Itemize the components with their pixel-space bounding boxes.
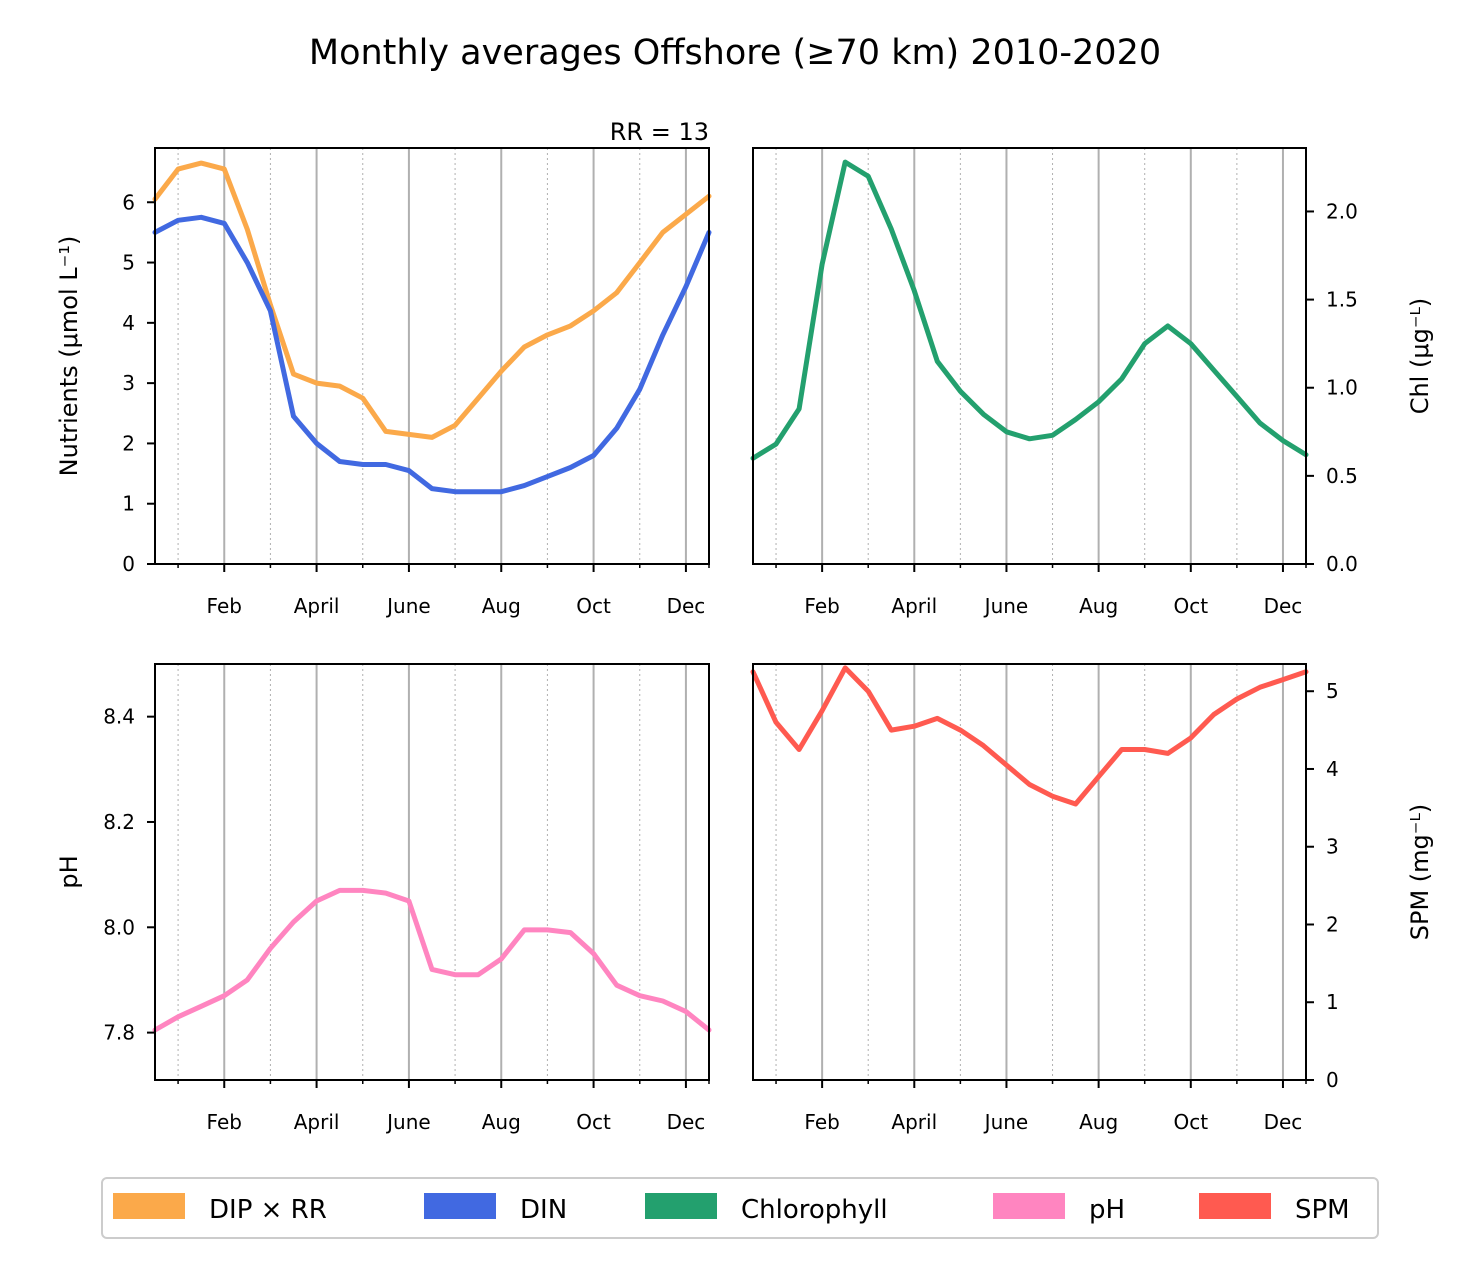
y-tick-label: 6 (122, 190, 135, 214)
legend-item: SPM (1199, 1193, 1350, 1225)
y-tick-label: 0 (1326, 1068, 1339, 1092)
legend-item: pH (993, 1193, 1125, 1225)
x-tick-label: Feb (804, 1110, 839, 1134)
y-tick-label: 0 (122, 552, 135, 576)
y-axis-label: Chl (μg⁻ᴸ) (1406, 298, 1434, 415)
y-tick-label: 4 (1326, 757, 1339, 781)
legend-label: Chlorophyll (741, 1195, 888, 1225)
y-tick-label: 8.0 (103, 915, 135, 939)
x-tick-label: June (385, 1110, 431, 1134)
x-tick-label: Aug (1079, 1110, 1118, 1134)
y-tick-label: 5 (1326, 679, 1339, 703)
y-tick-label: 2.0 (1326, 199, 1358, 223)
y-tick-label: 1.5 (1326, 288, 1358, 312)
y-tick-label: 3 (122, 371, 135, 395)
x-tick-label: Oct (1173, 594, 1208, 618)
x-tick-label: April (294, 594, 340, 618)
series-line (750, 159, 1309, 461)
x-tick-label: Aug (482, 1110, 521, 1134)
legend-label: pH (1089, 1195, 1125, 1225)
x-tick-label: Feb (804, 594, 839, 618)
axes-frame (752, 147, 1307, 565)
legend-swatch (1199, 1193, 1271, 1219)
y-tick-label: 0.5 (1326, 464, 1358, 488)
x-tick-label: June (983, 594, 1029, 618)
y-axis-label: pH (55, 855, 83, 888)
legend-swatch (645, 1193, 717, 1219)
x-tick-label: Oct (1173, 1110, 1208, 1134)
y-tick-label: 1 (122, 492, 135, 516)
x-tick-label: Dec (1264, 1110, 1303, 1134)
y-tick-label: 3 (1326, 835, 1339, 859)
legend-item: DIP × RR (113, 1193, 327, 1225)
x-tick-label: June (983, 1110, 1029, 1134)
panel-1: Feb April June Aug Oct Dec 0 1 2 3 4 5 6 Nutrients (μ… (55, 118, 712, 618)
y-tick-label: 1.0 (1326, 376, 1358, 400)
y-axis-label: SPM (mg⁻ᴸ) (1406, 804, 1434, 940)
y-tick-label: 7.8 (103, 1021, 135, 1045)
x-tick-label: Dec (1264, 594, 1303, 618)
series-line (152, 214, 712, 495)
x-tick-label: June (385, 594, 431, 618)
x-tick-label: Aug (1079, 594, 1118, 618)
legend-label: DIN (520, 1195, 567, 1225)
x-tick-label: April (294, 1110, 340, 1134)
y-tick-label: 8.4 (103, 705, 135, 729)
y-tick-label: 4 (122, 311, 135, 335)
panel-2: Feb April June Aug Oct Dec 0.0 0.5 1.0 1.5 2.0 Chl … (750, 147, 1434, 618)
x-tick-label: Feb (207, 594, 242, 618)
y-tick-label: 2 (1326, 912, 1339, 936)
x-tick-label: Aug (482, 594, 521, 618)
axes-frame (752, 663, 1307, 1081)
y-tick-label: 8.2 (103, 810, 135, 834)
x-tick-label: Dec (667, 594, 706, 618)
series-line (750, 665, 1309, 807)
axes-frame (154, 147, 710, 565)
legend-item: DIN (424, 1193, 567, 1225)
x-tick-label: Oct (576, 594, 611, 618)
x-tick-label: April (891, 594, 937, 618)
y-tick-label: 5 (122, 251, 135, 275)
x-tick-label: Feb (207, 1110, 242, 1134)
legend-swatch (424, 1193, 496, 1219)
y-axis-label: Nutrients (μmol L⁻¹) (55, 236, 83, 477)
figure-title: Monthly averages Offshore (≥70 km) 2010-… (309, 33, 1161, 73)
series-line (152, 160, 712, 440)
y-tick-label: 2 (122, 431, 135, 455)
legend-item: Chlorophyll (645, 1193, 888, 1225)
x-tick-label: Dec (667, 1110, 706, 1134)
axes-frame (154, 663, 710, 1081)
legend-swatch (113, 1193, 185, 1219)
legend: DIP × RR DIN Chlorophyll pH SPM (101, 1177, 1379, 1239)
annotation-text: RR = 13 (610, 118, 709, 146)
panel-3: Feb April June Aug Oct Dec 7.8 8.0 8.2 8.4 pH (55, 663, 712, 1134)
legend-label: SPM (1295, 1195, 1350, 1225)
y-tick-label: 1 (1326, 990, 1339, 1014)
panel-4: Feb April June Aug Oct Dec 0 1 2 3 4 5 SPM (mg⁻ᴸ) (750, 663, 1434, 1134)
legend-swatch (993, 1193, 1065, 1219)
series-line (152, 887, 712, 1033)
legend-label: DIP × RR (209, 1195, 327, 1225)
x-tick-label: April (891, 1110, 937, 1134)
x-tick-label: Oct (576, 1110, 611, 1134)
y-tick-label: 0.0 (1326, 552, 1358, 576)
